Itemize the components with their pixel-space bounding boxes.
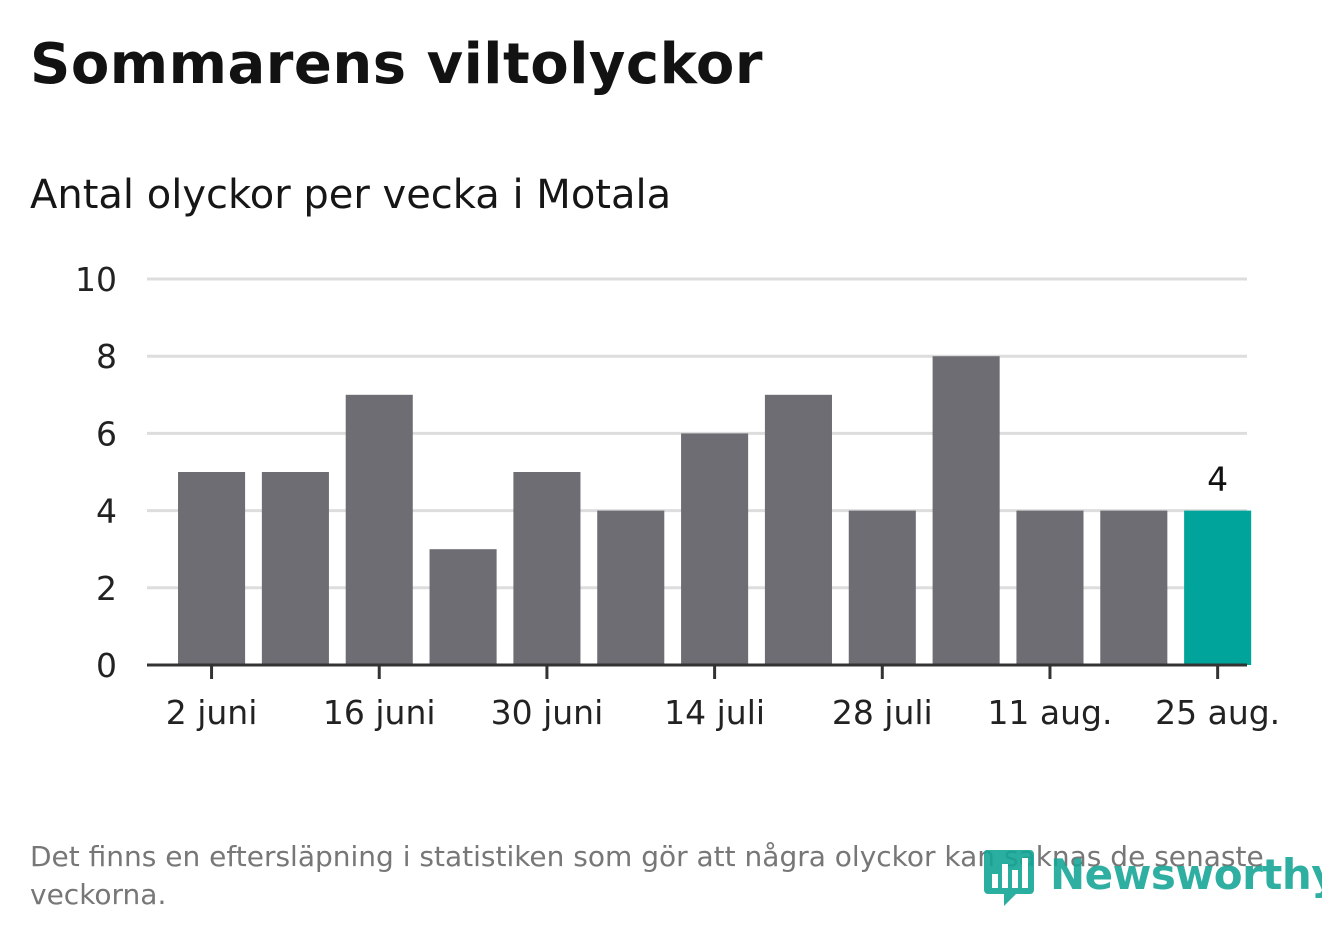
x-tick-label: 14 juli (664, 693, 765, 732)
bar (681, 433, 749, 665)
bar (261, 472, 329, 665)
x-tick-label: 11 aug. (987, 693, 1112, 732)
y-tick-label: 0 (96, 646, 117, 685)
x-tick-label: 25 aug. (1155, 693, 1280, 732)
bar (848, 510, 916, 665)
y-tick-label: 2 (96, 569, 117, 608)
x-tick-label: 30 juni (491, 693, 604, 732)
x-tick-label: 16 juni (323, 693, 436, 732)
bar (1100, 510, 1168, 665)
bar (932, 356, 1000, 665)
chart-subtitle: Antal olyckor per vecka i Motala (30, 172, 672, 218)
bar-chart-speech-bubble-icon (983, 850, 1034, 906)
bar (178, 472, 246, 665)
bar-chart: 0 2 4 6 8 10 4 2 juni 16 juni 30 juni 14 juli 28 ju… (75, 260, 1280, 732)
bar (345, 394, 413, 665)
bar (597, 510, 665, 665)
bar (1184, 510, 1252, 665)
x-tick-label: 2 juni (166, 693, 258, 732)
bar (1016, 510, 1084, 665)
logo-text: Newsworthy (1050, 850, 1322, 899)
chart-title: Sommarens viltolyckor (30, 32, 763, 97)
y-tick-label: 6 (96, 414, 117, 453)
x-tick-label: 28 juli (832, 693, 933, 732)
data-label: 4 (1207, 460, 1228, 499)
y-tick-label: 8 (96, 337, 117, 376)
y-tick-label: 4 (96, 492, 117, 531)
footnote: Det finns en eftersläpning i statistiken… (30, 840, 1264, 911)
y-tick-label: 10 (75, 260, 117, 299)
bar (764, 394, 832, 665)
bar (429, 549, 497, 665)
newsworthy-logo: Newsworthy (982, 848, 1322, 912)
bar (513, 472, 581, 665)
